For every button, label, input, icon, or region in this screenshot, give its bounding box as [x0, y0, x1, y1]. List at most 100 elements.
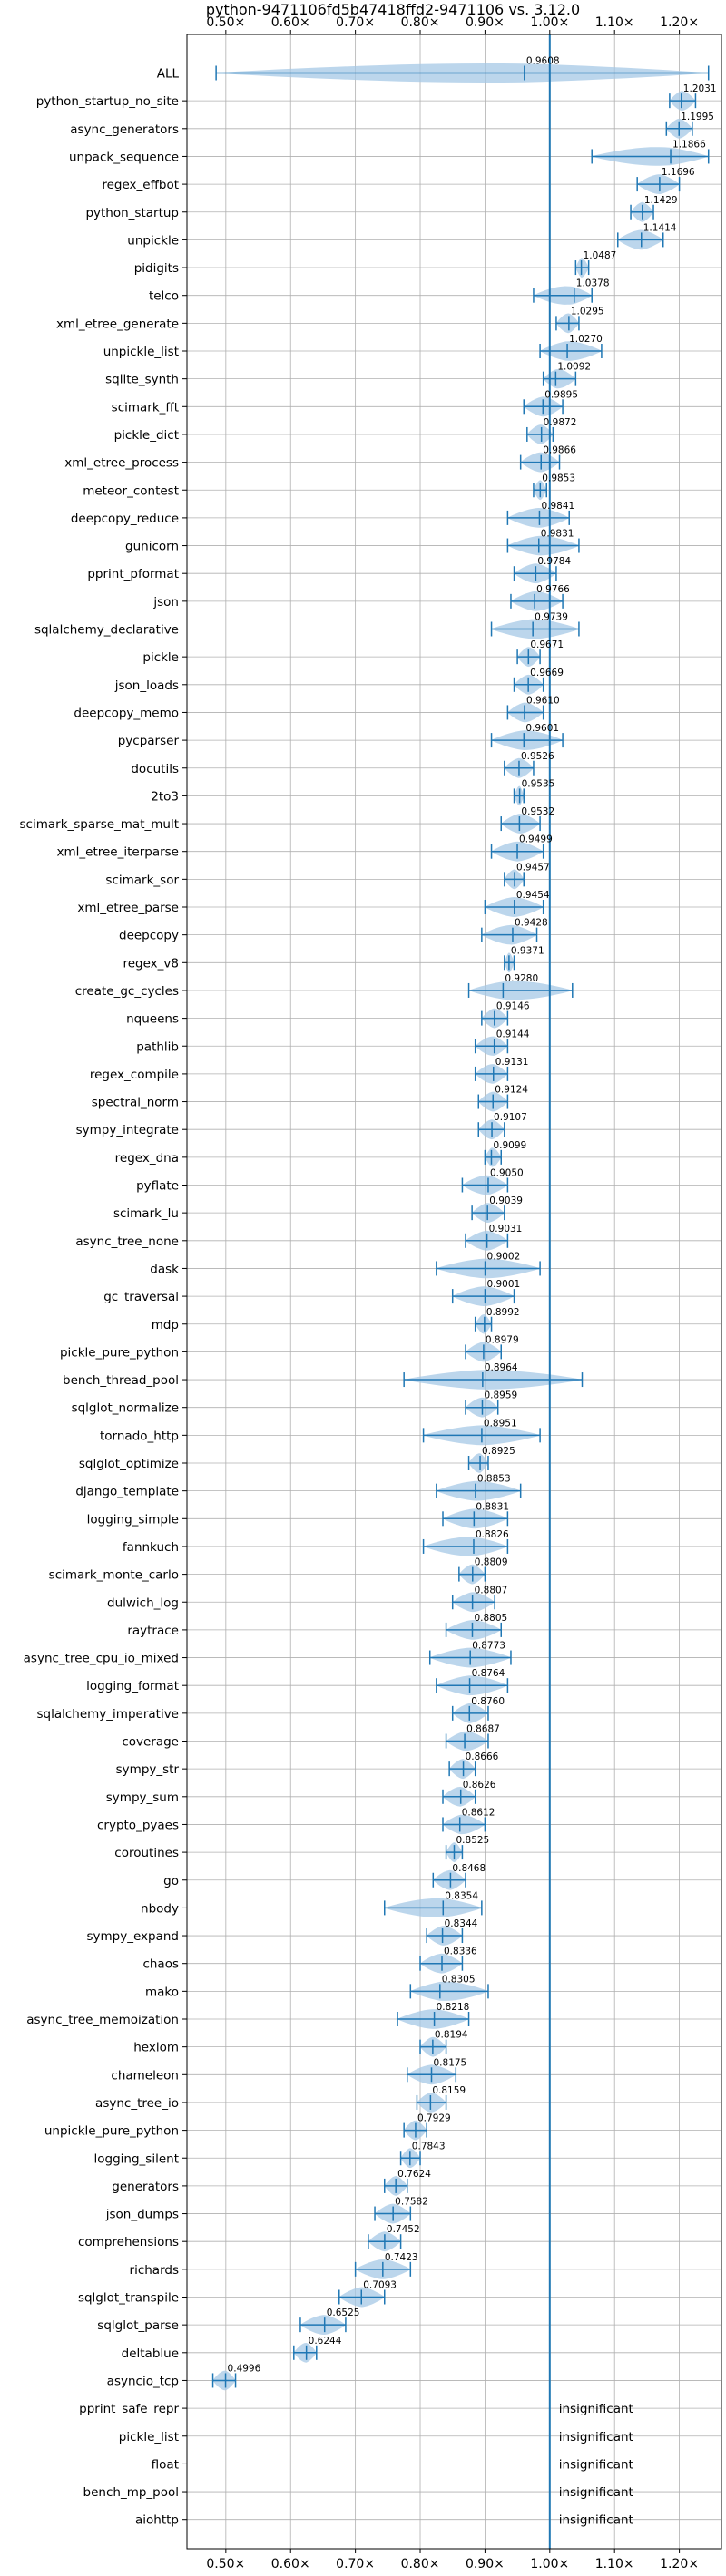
- y-tick-label: pickle_list: [119, 2430, 179, 2444]
- value-label: 0.8344: [445, 1918, 478, 1929]
- y-tick-label: async_tree_memoization: [26, 2013, 179, 2027]
- y-tick-label: async_tree_cpu_io_mixed: [24, 1652, 179, 1666]
- y-tick-label: json_loads: [114, 678, 179, 693]
- y-tick-label: xml_etree_generate: [56, 317, 179, 331]
- value-label: 0.8760: [471, 1696, 505, 1707]
- value-label: 1.1995: [681, 112, 714, 122]
- value-label: 0.8831: [476, 1501, 509, 1512]
- value-label: 0.9144: [496, 1029, 530, 1039]
- x-tick-label-bottom: 1.20×: [660, 2557, 699, 2571]
- value-label: 0.7093: [363, 2280, 397, 2291]
- value-label: 1.1414: [643, 222, 677, 233]
- y-tick-label: sympy_expand: [86, 1929, 179, 1944]
- value-label: 0.6525: [327, 2308, 360, 2318]
- y-tick-label: json: [152, 595, 179, 610]
- value-label: 0.9831: [541, 529, 574, 540]
- y-tick-label: raytrace: [127, 1624, 179, 1638]
- y-tick-label: crypto_pyaes: [97, 1818, 179, 1832]
- value-label: 0.8525: [456, 1835, 490, 1846]
- y-tick-label: pprint_safe_repr: [79, 2402, 179, 2416]
- value-label: 0.7929: [417, 2113, 451, 2124]
- value-label: 0.9608: [526, 56, 560, 67]
- y-tick-label: ALL: [157, 67, 180, 82]
- y-tick-label: python_startup_no_site: [36, 94, 179, 109]
- insignificant-label: insignificant: [559, 2485, 633, 2500]
- y-tick-label: logging_silent: [94, 2152, 179, 2166]
- value-label: 1.2031: [683, 83, 717, 94]
- value-label: 0.9535: [522, 778, 555, 789]
- value-label: 0.9428: [515, 918, 548, 929]
- grid-layer: [187, 34, 721, 2549]
- x-tick-label-bottom: 1.00×: [530, 2557, 569, 2571]
- violin-layer: [211, 34, 710, 2549]
- y-tick-label: nqueens: [126, 1012, 179, 1027]
- x-tick-label-bottom: 0.90×: [466, 2557, 505, 2571]
- y-tick-label: sympy_str: [116, 1762, 180, 1777]
- value-label: 0.9610: [526, 695, 560, 706]
- x-tick-label-top: 0.70×: [336, 15, 375, 30]
- y-tick-label: aiohttp: [135, 2513, 179, 2528]
- chart-title: python-9471106fd5b47418ffd2-9471106 vs. …: [206, 1, 580, 18]
- value-label: 0.9766: [536, 584, 570, 595]
- value-label: 0.9866: [543, 445, 576, 456]
- y-tick-label: regex_effbot: [102, 178, 179, 192]
- axis-layer: 0.50× 0.50× 0.60× 0.60× 0.70× 0.70× 0.80× 0.80×…: [20, 15, 700, 2571]
- value-label: 0.8175: [434, 2057, 467, 2068]
- value-label: 1.0487: [584, 250, 617, 261]
- y-tick-label: async_tree_io: [95, 2096, 179, 2111]
- y-tick-label: chameleon: [111, 2068, 179, 2083]
- x-tick-label-bottom: 0.60×: [271, 2557, 310, 2571]
- value-label: 1.0270: [569, 334, 603, 345]
- x-tick-label-top: 1.00×: [530, 15, 569, 30]
- y-tick-label: unpickle: [127, 233, 179, 248]
- y-tick-label: gunicorn: [125, 540, 179, 554]
- value-label: 0.8666: [466, 1751, 499, 1762]
- x-tick-label-bottom: 0.50×: [206, 2557, 245, 2571]
- x-tick-label-top: 0.80×: [401, 15, 440, 30]
- value-label: 0.8468: [452, 1863, 486, 1874]
- y-tick-label: scimark_fft: [112, 400, 179, 415]
- value-label: 0.9457: [516, 862, 550, 873]
- value-label: 0.9739: [535, 612, 568, 623]
- value-label: 0.8959: [484, 1390, 517, 1401]
- y-tick-label: sqlglot_transpile: [78, 2291, 179, 2306]
- value-label: 0.8805: [474, 1613, 507, 1624]
- y-tick-label: float: [152, 2457, 179, 2472]
- value-label: 0.9841: [541, 501, 574, 512]
- value-label: 0.9124: [495, 1085, 528, 1096]
- y-tick-label: mako: [145, 1985, 179, 1999]
- y-tick-label: pidigits: [134, 261, 179, 276]
- value-label: 0.7452: [387, 2224, 420, 2235]
- value-label: 0.8354: [445, 1890, 478, 1901]
- y-tick-label: tornado_http: [100, 1429, 179, 1443]
- value-label: 0.9146: [496, 1001, 530, 1012]
- value-label: 0.8687: [466, 1724, 500, 1735]
- y-tick-label: pyflate: [136, 1179, 179, 1194]
- y-tick-label: asyncio_tcp: [107, 2374, 179, 2388]
- value-label: 0.9131: [495, 1057, 529, 1068]
- value-label: 0.7624: [397, 2169, 431, 2180]
- x-tick-label-bottom: 0.70×: [336, 2557, 375, 2571]
- value-label: 0.8218: [437, 2002, 470, 2013]
- y-tick-label: gc_traversal: [103, 1290, 179, 1304]
- y-tick-label: deepcopy: [119, 929, 179, 943]
- insignificant-label: insignificant: [559, 2513, 633, 2528]
- y-tick-label: json_dumps: [105, 2208, 179, 2222]
- y-tick-label: sympy_integrate: [76, 1123, 179, 1137]
- value-label: 0.9107: [494, 1112, 527, 1123]
- x-tick-label-top: 1.20×: [660, 15, 699, 30]
- y-tick-label: django_template: [75, 1485, 179, 1499]
- value-label: 0.7843: [412, 2141, 446, 2152]
- x-tick-label-top: 1.10×: [595, 15, 634, 30]
- value-label: 0.9671: [530, 639, 564, 650]
- value-label: 0.9280: [505, 973, 538, 984]
- y-tick-label: deltablue: [122, 2347, 179, 2361]
- y-tick-label: scimark_lu: [113, 1206, 179, 1221]
- y-tick-label: pycparser: [118, 734, 180, 748]
- y-tick-label: async_tree_none: [75, 1234, 179, 1249]
- value-label: 1.0295: [571, 306, 604, 317]
- x-tick-label-top: 0.50×: [206, 15, 245, 30]
- y-tick-label: regex_compile: [90, 1068, 179, 1082]
- y-tick-label: coverage: [122, 1735, 179, 1750]
- y-tick-label: scimark_monte_carlo: [49, 1568, 179, 1583]
